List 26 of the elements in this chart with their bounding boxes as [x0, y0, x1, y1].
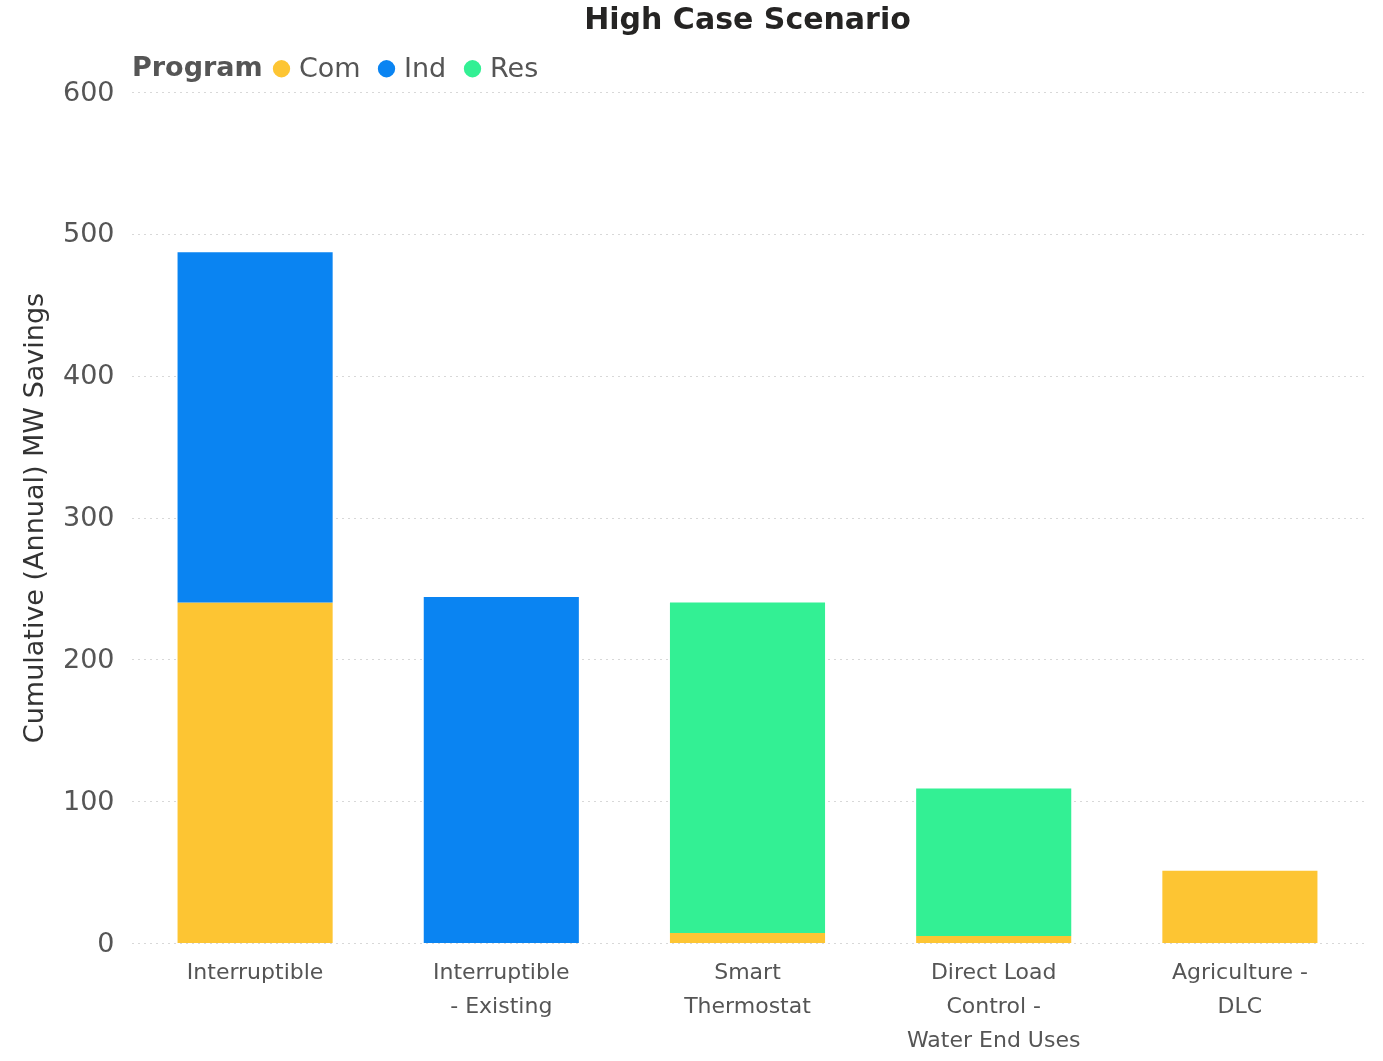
- x-tick-label: Agriculture - DLC: [1171, 958, 1308, 1018]
- bar: [1162, 870, 1318, 943]
- bar: [669, 602, 826, 934]
- y-tick-label: 400: [62, 359, 115, 391]
- legend-label: Com: [299, 51, 361, 83]
- x-tick-label: Smart Thermostat: [683, 958, 812, 1018]
- x-tick-label: Interruptible: [186, 958, 324, 984]
- y-tick-label: 100: [62, 784, 115, 816]
- bar: [423, 596, 579, 943]
- y-tick-label: 300: [62, 501, 115, 532]
- bar: [177, 602, 333, 943]
- legend-label: Ind: [404, 51, 447, 83]
- y-tick-label: 0: [97, 926, 115, 958]
- y-tick-label: 600: [62, 75, 115, 107]
- y-axis-title: Cumulative (Annual) MW Savings: [17, 292, 49, 744]
- x-tick-label: Interruptible - Existing: [433, 958, 570, 1018]
- chart-title: High Case Scenario: [584, 1, 911, 36]
- y-tick-label: 200: [62, 642, 115, 674]
- legend-label: Res: [490, 51, 539, 83]
- bar: [916, 788, 1072, 936]
- y-tick-label: 500: [62, 217, 115, 249]
- bar: [177, 252, 333, 603]
- x-tick-label: Direct Load Control - Water End Uses: [907, 958, 1081, 1052]
- bar: [916, 935, 1072, 943]
- bar: [669, 933, 826, 943]
- legend-title: Program: [132, 51, 263, 82]
